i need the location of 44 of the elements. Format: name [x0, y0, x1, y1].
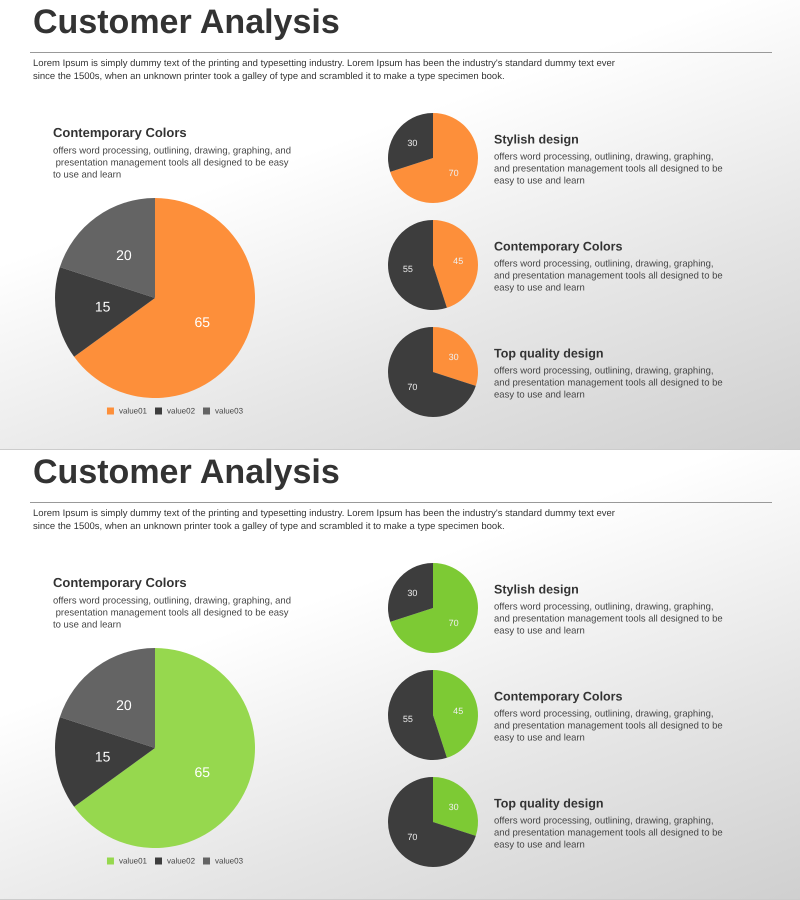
legend-label: value01	[118, 406, 148, 416]
text: offers word processing, outlining, drawing, graphing, and presentation management tools all designed to be easy to use and learn	[494, 602, 726, 636]
text: offers word processing, outlining, drawing, graphing, and presentation management tools all designed to be easy to use and learn	[494, 258, 726, 294]
text: offers word processing, outlining, drawing, graphing, and presentation management tools all designed to be easy to use and learn	[494, 816, 726, 850]
data-label: 65	[194, 764, 210, 780]
data-label: 20	[116, 697, 132, 714]
chart-title: Contemporary Colors	[53, 125, 187, 140]
data-label: 15	[94, 298, 111, 314]
data-label: 30	[448, 802, 459, 812]
text: Top quality design	[494, 796, 604, 810]
data-label: 70	[407, 832, 418, 842]
text: Contemporary Colors	[494, 240, 623, 254]
data-label: 55	[402, 714, 413, 724]
data-label: 70	[448, 168, 459, 178]
text: Customer Analysis	[33, 453, 340, 491]
data-label: 70	[407, 382, 418, 392]
text: Stylish design	[494, 582, 579, 596]
data-label: 55	[402, 264, 413, 274]
legend-label: value02	[166, 856, 196, 866]
legend-label: value02	[166, 406, 196, 416]
text: offers word processing, outlining, drawing, graphing, and presentation management tools all designed to be easy to use and learn	[494, 152, 726, 186]
data-label: 30	[407, 138, 418, 148]
data-label: 30	[407, 588, 418, 598]
data-label: 70	[448, 618, 459, 628]
data-label: 20	[116, 247, 132, 264]
chart-subtitle: offers word processing, outlining, drawing, graphing, and presentation management tools all designed to be easy to use and learn	[53, 146, 292, 180]
legend-label: value01	[118, 856, 148, 866]
text: Customer Analysis	[33, 3, 340, 41]
data-label: 45	[453, 706, 464, 716]
chart-subtitle: offers word processing, outlining, drawing, graphing, and presentation management tools all designed to be easy to use and learn	[53, 596, 292, 630]
text: offers word processing, outlining, drawing, graphing, and presentation management tools all designed to be easy to use and learn	[494, 366, 726, 400]
chart-title: Contemporary Colors	[53, 575, 187, 590]
text: offers word processing, outlining, drawing, graphing, and presentation management tools all designed to be easy to use and learn	[494, 708, 726, 744]
legend-label: value03	[215, 856, 244, 866]
text: Lorem Ipsum is simply dummy text of the printing and typesetting industry. Lorem Ipsum has been the industry's standard dummy text ever since the 1500s, when an unknown printer took a galley of type and scrambled it to make a type specimen book.	[33, 508, 618, 532]
data-label: 45	[453, 256, 464, 266]
text: Lorem Ipsum is simply dummy text of the printing and typesetting industry. Lorem Ipsum has been the industry's standard dummy text ever since the 1500s, when an unknown printer took a galley of type and scrambled it to make a type specimen book.	[33, 58, 618, 82]
text: Top quality design	[494, 346, 604, 360]
legend-label: value03	[215, 406, 244, 416]
data-label: 30	[448, 352, 459, 362]
text: Stylish design	[494, 132, 579, 146]
text: Contemporary Colors	[494, 690, 623, 704]
data-label: 15	[94, 748, 111, 764]
data-label: 65	[194, 314, 210, 330]
